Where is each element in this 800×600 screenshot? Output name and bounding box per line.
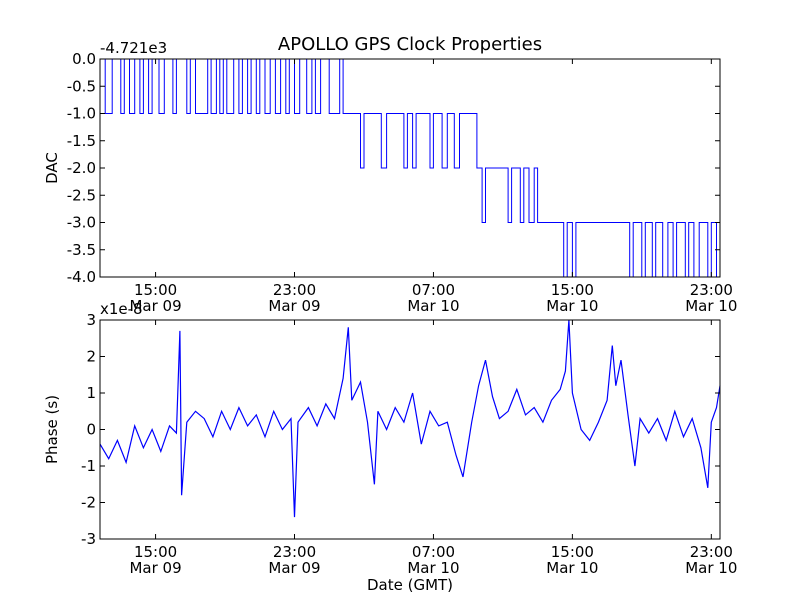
dac-panel: 0.0 -0.5 -1.0 -1.5 -2.0 -2.5 -3.0 -3.5 -4.0 15:00…: [43, 39, 737, 315]
y-tick-label-0-0: 0.0: [72, 50, 96, 68]
x-tick-date-0-1: Mar 09: [268, 297, 320, 315]
x-tick-time-0-1: 23:00: [273, 281, 316, 299]
x-tick-date-0-2: Mar 10: [407, 297, 459, 315]
series-line-0: [100, 58, 721, 278]
x-tick-date-1-3: Mar 10: [546, 559, 598, 577]
y-tick-label-1-4: -1: [81, 457, 96, 475]
x-tick-time-1-1: 23:00: [273, 543, 316, 561]
y-tick-label-0-8: -4.0: [67, 268, 96, 286]
x-axis-label: Date (GMT): [367, 576, 453, 594]
x-tick-date-1-0: Mar 09: [129, 559, 181, 577]
x-tick-date-0-3: Mar 10: [546, 297, 598, 315]
plot-frame-1: [99, 319, 721, 540]
x-tick-time-0-3: 15:00: [551, 281, 594, 299]
x-tick-date-1-2: Mar 10: [407, 559, 459, 577]
x-tick-date-1-4: Mar 10: [685, 559, 737, 577]
x-tick-time-1-4: 23:00: [690, 543, 733, 561]
x-tick-time-1-3: 15:00: [551, 543, 594, 561]
offset-label-0: -4.721e3: [100, 39, 167, 57]
series-line-1: [99, 319, 721, 518]
y-tick-label-1-6: -3: [81, 530, 96, 548]
y-tick-label-0-6: -3.0: [67, 214, 96, 232]
x-tick-time-0-2: 07:00: [412, 281, 455, 299]
y-tick-label-1-5: -2: [81, 494, 96, 512]
y-tick-label-1-3: 0: [86, 421, 96, 439]
x-tick-time-0-0: 15:00: [134, 281, 177, 299]
y-axis-label-1: Phase (s): [43, 395, 61, 464]
y-tick-label-0-2: -1.0: [67, 105, 96, 123]
y-tick-label-0-4: -2.0: [67, 159, 96, 177]
y-tick-label-1-0: 3: [86, 311, 96, 329]
x-tick-time-1-0: 15:00: [134, 543, 177, 561]
x-tick-time-1-2: 07:00: [412, 543, 455, 561]
y-tick-label-1-1: 2: [86, 348, 96, 366]
y-tick-label-0-1: -0.5: [67, 77, 96, 95]
x-tick-date-0-4: Mar 10: [685, 297, 737, 315]
x-tick-date-0-0: Mar 09: [129, 297, 181, 315]
y-tick-label-0-3: -1.5: [67, 132, 96, 150]
y-tick-label-0-7: -3.5: [67, 241, 96, 259]
offset-label-1: x1e-8: [100, 300, 143, 318]
chart-title: APOLLO GPS Clock Properties: [278, 34, 542, 55]
x-tick-time-0-4: 23:00: [690, 281, 733, 299]
y-tick-label-0-5: -2.5: [67, 186, 96, 204]
x-tick-date-1-1: Mar 09: [268, 559, 320, 577]
y-axis-label-0: DAC: [43, 152, 61, 184]
plot-frame-0: [99, 58, 721, 278]
y-tick-label-1-2: 1: [86, 384, 96, 402]
